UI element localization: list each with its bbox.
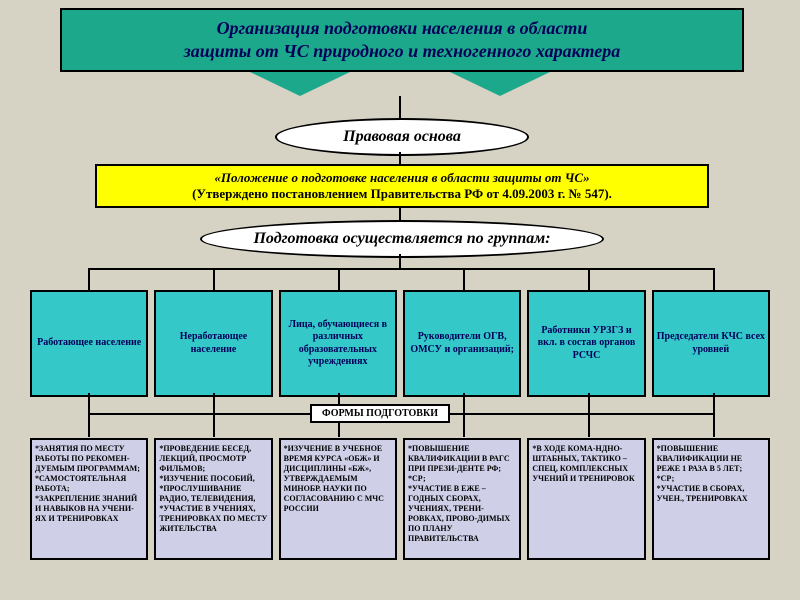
hbar-cats bbox=[88, 268, 713, 270]
forms-label-box: ФОРМЫ ПОДГОТОВКИ bbox=[310, 404, 450, 423]
arrow-left bbox=[250, 72, 350, 96]
form-2: *ПРОВЕДЕНИЕ БЕСЕД, ЛЕКЦИЙ, ПРОСМОТР ФИЛЬ… bbox=[154, 438, 272, 560]
vstub-4 bbox=[463, 268, 465, 290]
form-1: *ЗАНЯТИЯ ПО МЕСТУ РАБОТЫ ПО РЕКОМЕН-ДУЕМ… bbox=[30, 438, 148, 560]
vstub-f6 bbox=[713, 393, 715, 437]
vstub-f4 bbox=[463, 393, 465, 437]
conn-oval-yellow bbox=[399, 152, 401, 164]
title-box: Организация подготовки населения в облас… bbox=[60, 8, 744, 72]
category-row: Работающее население Неработающее населе… bbox=[30, 290, 770, 397]
form-6: *ПОВЫШЕНИЕ КВАЛИФИКАЦИИ НЕ РЕЖЕ 1 РАЗА В… bbox=[652, 438, 770, 560]
conn-title-oval bbox=[399, 96, 401, 120]
vstub-f2 bbox=[213, 393, 215, 437]
vstub-6 bbox=[713, 268, 715, 290]
conn-yellow-groups bbox=[399, 206, 401, 220]
legal-basis-label: Правовая основа bbox=[343, 128, 461, 146]
form-3: *ИЗУЧЕНИЕ В УЧЕБНОЕ ВРЕМЯ КУРСА «ОБЖ» И … bbox=[279, 438, 397, 560]
title-line1: Организация подготовки населения в облас… bbox=[62, 17, 742, 40]
regulation-box: «Положение о подготовке населения в обла… bbox=[95, 164, 709, 208]
cat-1: Работающее население bbox=[30, 290, 148, 397]
cat-2: Неработающее население bbox=[154, 290, 272, 397]
cat-4: Руководители ОГВ, ОМСУ и организаций; bbox=[403, 290, 521, 397]
form-5: *В ХОДЕ КОМА-НДНО-ШТАБНЫХ, ТАКТИКО – СПЕ… bbox=[527, 438, 645, 560]
forms-label: ФОРМЫ ПОДГОТОВКИ bbox=[322, 408, 438, 419]
vstub-3 bbox=[338, 268, 340, 290]
form-4: *ПОВЫШЕНИЕ КВАЛИФИКАЦИИ В РАГС ПРИ ПРЕЗИ… bbox=[403, 438, 521, 560]
forms-row: *ЗАНЯТИЯ ПО МЕСТУ РАБОТЫ ПО РЕКОМЕН-ДУЕМ… bbox=[30, 438, 770, 560]
legal-basis-oval: Правовая основа bbox=[275, 118, 529, 156]
cat-6: Председатели КЧС всех уровней bbox=[652, 290, 770, 397]
vstub-1 bbox=[88, 268, 90, 290]
title-line2: защиты от ЧС природного и техногенного х… bbox=[62, 40, 742, 63]
vstub-f1 bbox=[88, 393, 90, 437]
regulation-line1: «Положение о подготовке населения в обла… bbox=[105, 170, 699, 186]
vstub-f5 bbox=[588, 393, 590, 437]
cat-5: Работники УРЗГЗ и вкл. в состав органов … bbox=[527, 290, 645, 397]
regulation-line2: (Утверждено постановлением Правительства… bbox=[105, 186, 699, 202]
arrow-right bbox=[450, 72, 550, 96]
conn-groups-hbar bbox=[399, 254, 401, 268]
groups-label: Подготовка осуществляется по группам: bbox=[253, 230, 550, 248]
vstub-5 bbox=[588, 268, 590, 290]
groups-oval: Подготовка осуществляется по группам: bbox=[200, 220, 604, 258]
vstub-2 bbox=[213, 268, 215, 290]
cat-3: Лица, обучающиеся в различных образовате… bbox=[279, 290, 397, 397]
